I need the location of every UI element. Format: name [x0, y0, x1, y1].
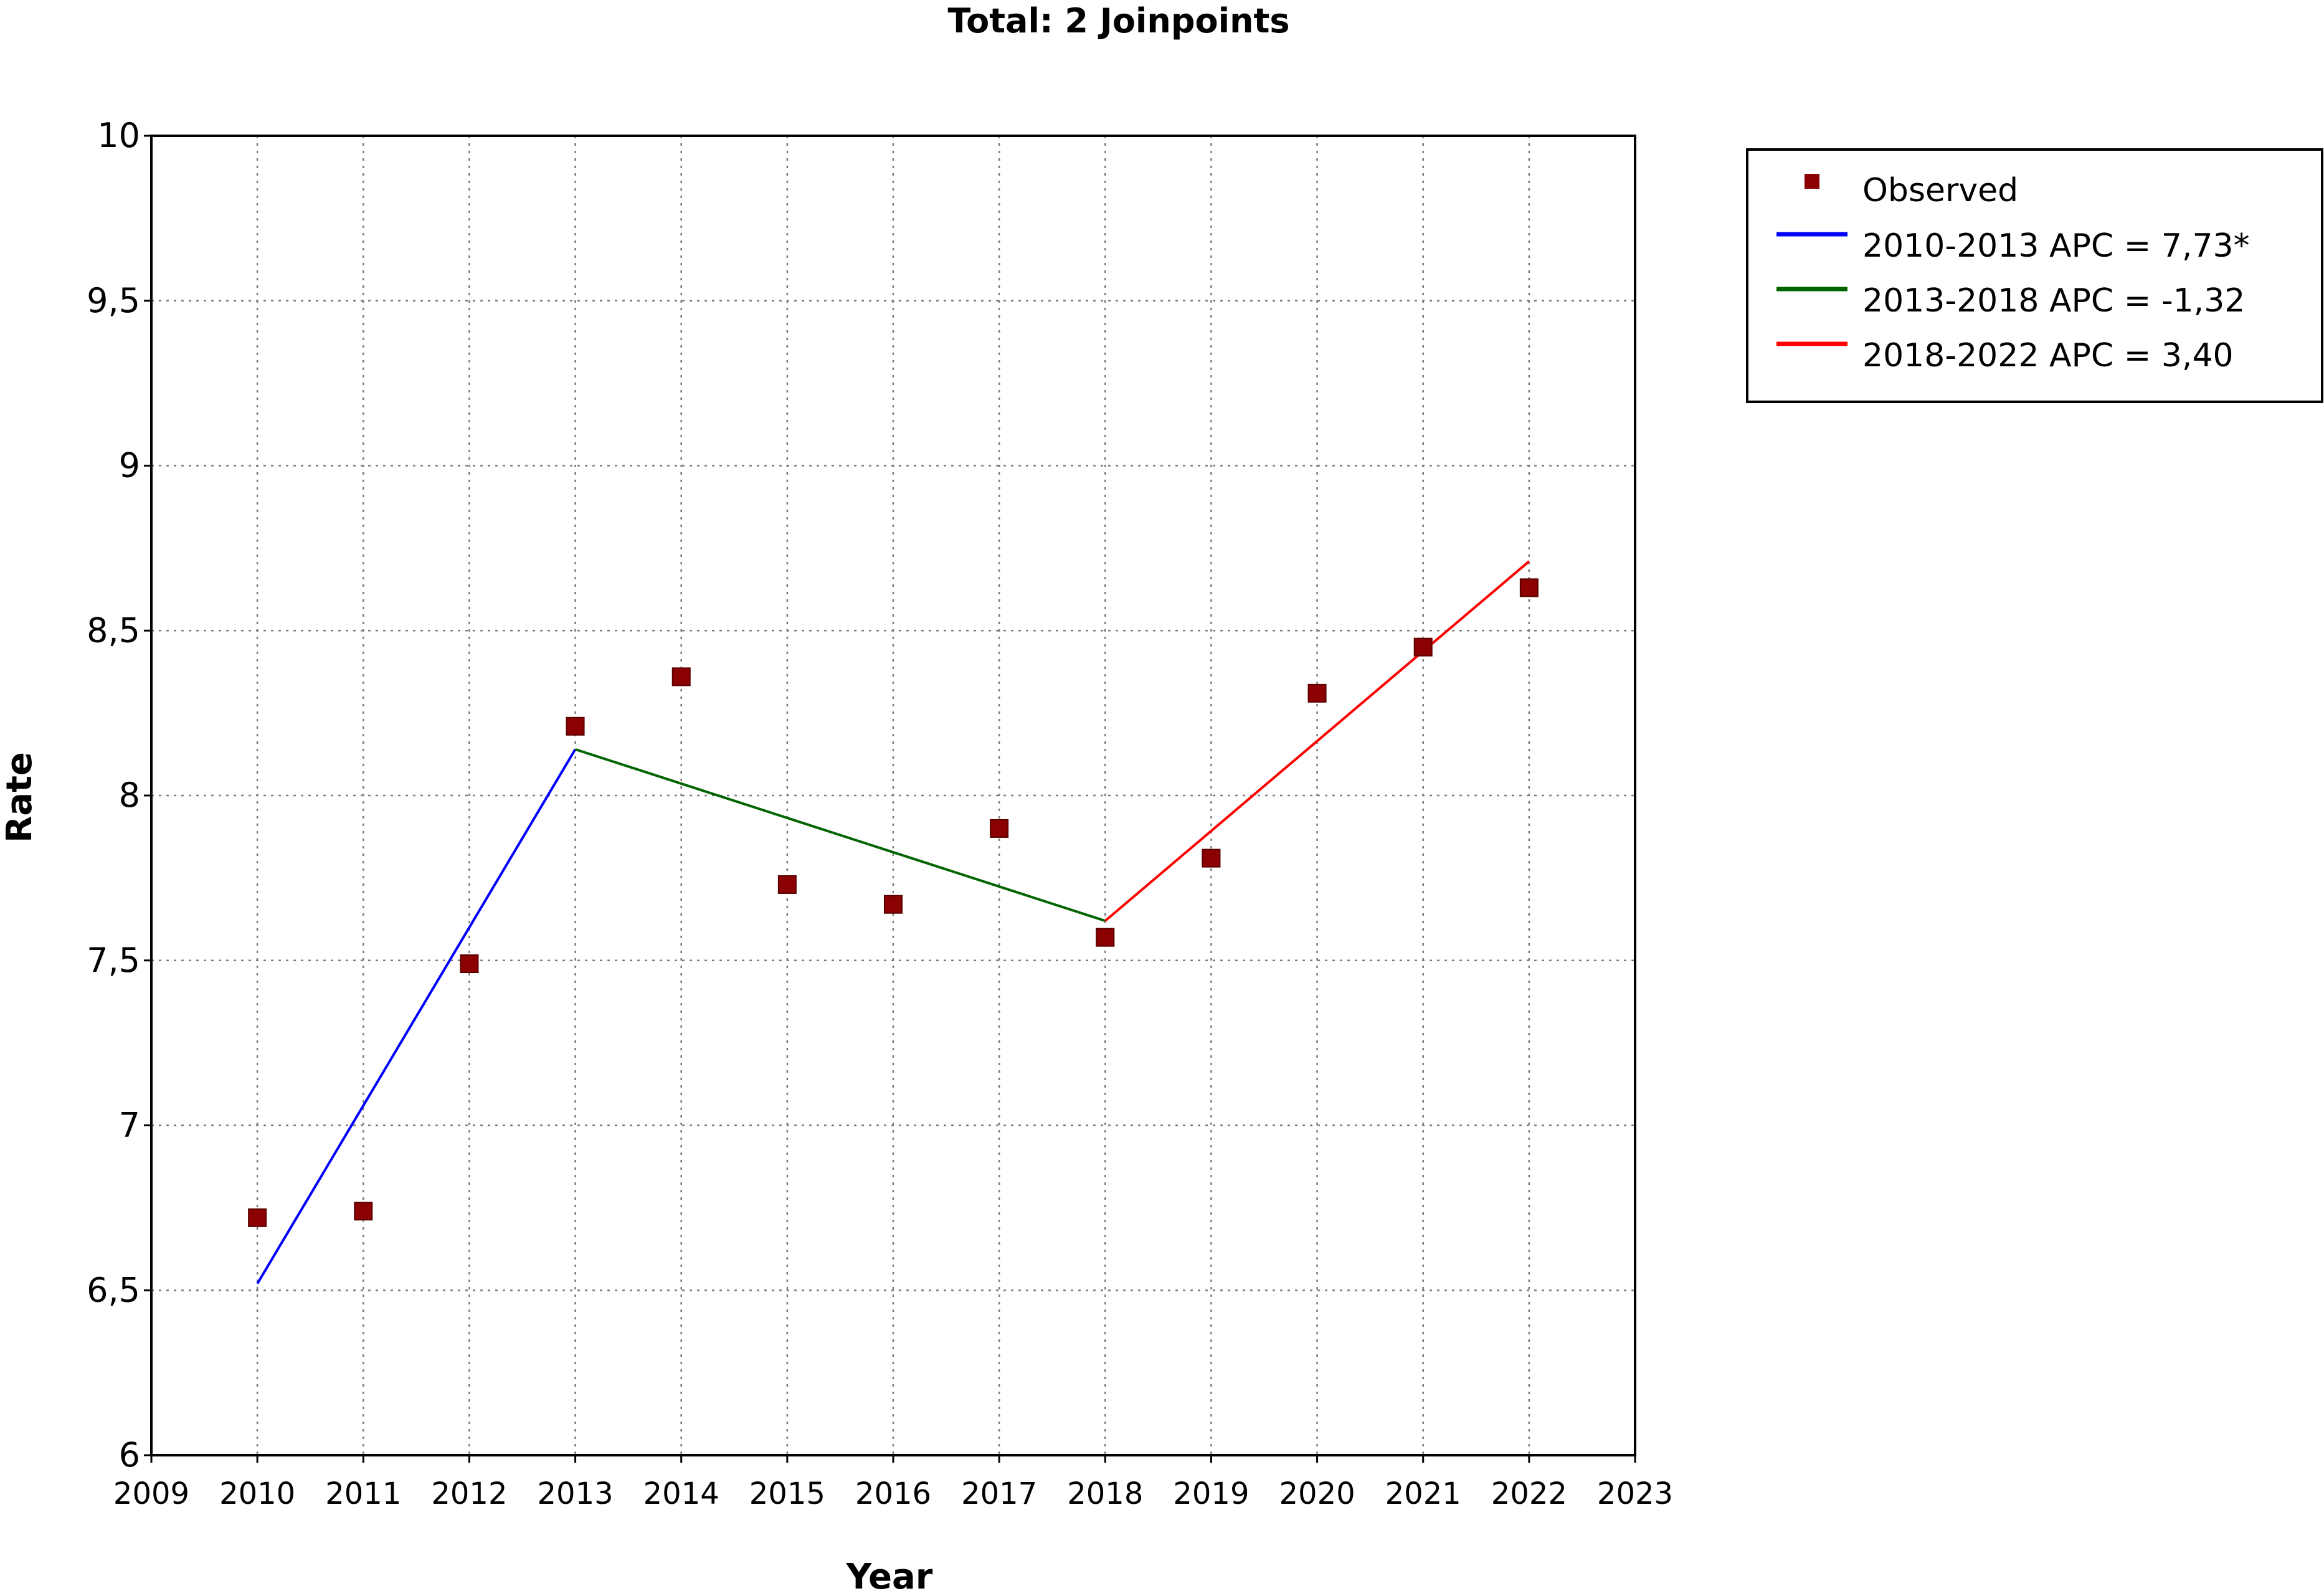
observed-point [671, 667, 691, 686]
grid-lines [151, 136, 1635, 1455]
x-tick-label: 2022 [1491, 1476, 1567, 1511]
x-tick-label: 2021 [1385, 1476, 1461, 1511]
x-tick-label: 2011 [325, 1476, 401, 1511]
x-tick-label: 2017 [961, 1476, 1037, 1511]
x-tick-label: 2010 [219, 1476, 295, 1511]
x-axis-ticks: 2009 2010 2011 2012 2013 2014 2015 2016 2017 2018… [113, 1455, 1673, 1511]
observed-point [566, 716, 585, 736]
legend-frame [1746, 148, 2323, 403]
observed-point [777, 875, 797, 894]
x-tick-label: 2020 [1279, 1476, 1355, 1511]
legend: Observed 2010-2013 APC = 7,73* 2013-2018… [1746, 148, 2323, 403]
x-tick-label: 2016 [855, 1476, 931, 1511]
observed-point [354, 1202, 373, 1221]
x-tick-label: 2023 [1597, 1476, 1673, 1511]
observed-points [248, 578, 1539, 1227]
y-tick-label: 10 [97, 116, 140, 155]
y-tick-label: 7 [119, 1106, 140, 1145]
y-axis-ticks: 6 6,5 7 7,5 8 8,5 9 9,5 10 [87, 116, 151, 1475]
observed-point [990, 819, 1009, 838]
legend-observed-label: Observed [1862, 172, 2018, 209]
x-axis-title: Year [846, 1557, 933, 1596]
observed-point [460, 954, 479, 974]
legend-series-2-label: 2013-2018 APC = -1,32 [1862, 282, 2245, 320]
x-tick-label: 2013 [537, 1476, 613, 1511]
x-tick-label: 2019 [1173, 1476, 1249, 1511]
apc-segment-lines [256, 560, 1530, 1285]
observed-point [248, 1208, 267, 1227]
observed-point [1413, 637, 1433, 657]
y-tick-label: 9,5 [87, 281, 140, 320]
observed-point [1202, 848, 1221, 868]
apc-segment-1-line [256, 748, 577, 1285]
x-tick-label: 2015 [749, 1476, 825, 1511]
y-tick-label: 6 [119, 1435, 140, 1475]
observed-point [1519, 578, 1539, 597]
legend-series-3-label: 2018-2022 APC = 3,40 [1862, 337, 2234, 374]
x-tick-label: 2009 [113, 1476, 189, 1511]
apc-segment-2-line [574, 748, 1106, 923]
plot-frame [150, 135, 1636, 1456]
legend-observed-marker [1805, 174, 1819, 189]
y-tick-label: 7,5 [87, 941, 140, 980]
y-axis-title: Rate [0, 752, 40, 843]
y-tick-label: 6,5 [87, 1270, 140, 1309]
x-tick-label: 2014 [643, 1476, 719, 1511]
chart-title: Total: 2 Joinpoints [947, 1, 1289, 40]
y-tick-label: 9 [119, 446, 140, 485]
observed-point [1096, 928, 1115, 947]
x-tick-label: 2012 [431, 1476, 507, 1511]
observed-point [1307, 683, 1327, 703]
observed-point [884, 895, 903, 914]
y-tick-label: 8,5 [87, 610, 140, 650]
apc-segment-3-line [1104, 560, 1530, 922]
x-tick-label: 2018 [1067, 1476, 1143, 1511]
y-tick-label: 8 [119, 776, 140, 815]
legend-series-1-label: 2010-2013 APC = 7,73* [1862, 227, 2250, 265]
